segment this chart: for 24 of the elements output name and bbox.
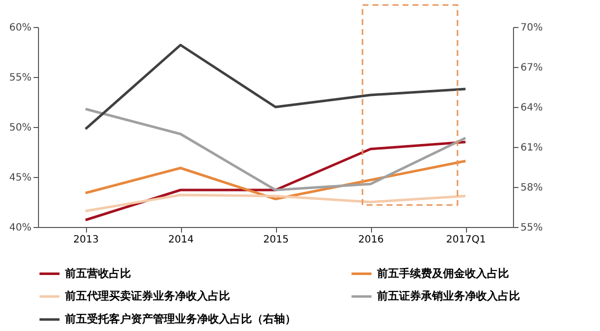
y2-tick-label: 67% bbox=[520, 62, 543, 74]
y-tick-label: 45% bbox=[9, 172, 32, 184]
x-tick-label: 2016 bbox=[358, 234, 384, 246]
y2-tick-label: 58% bbox=[520, 182, 543, 194]
legend-label: 前五手续费及佣金收入占比 bbox=[376, 266, 509, 280]
y2-tick-label: 61% bbox=[520, 142, 543, 154]
y-tick-label: 55% bbox=[9, 72, 32, 84]
x-tick-label: 2015 bbox=[263, 234, 289, 246]
legend-label: 前五营收占比 bbox=[64, 266, 131, 280]
y-tick-label: 40% bbox=[9, 222, 32, 234]
y-tick-label: 50% bbox=[9, 122, 32, 134]
y-tick-label: 60% bbox=[9, 22, 32, 34]
legend-label: 前五代理买卖证券业务净收入占比 bbox=[64, 290, 230, 302]
legend-label: 前五证券承销业务净收入占比 bbox=[376, 290, 520, 302]
line-series bbox=[84, 194, 467, 212]
y2-tick-label: 55% bbox=[520, 222, 543, 234]
line-series bbox=[84, 44, 467, 130]
x-tick-label: 2017Q1 bbox=[446, 234, 486, 246]
y2-tick-label: 70% bbox=[520, 22, 543, 34]
y2-tick-label: 64% bbox=[520, 102, 543, 114]
line-series bbox=[84, 108, 467, 192]
legend-label: 前五受托客户资产管理业务净收入占比（右轴） bbox=[64, 312, 296, 326]
x-tick-label: 2014 bbox=[168, 234, 194, 246]
x-tick-label: 2013 bbox=[73, 234, 99, 246]
